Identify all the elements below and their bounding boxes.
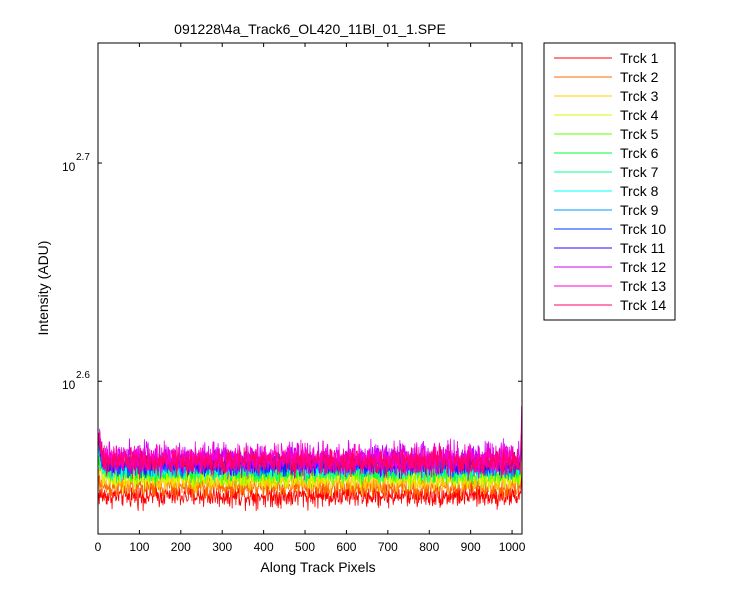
y-axis-label: Intensity (ADU) [35, 241, 51, 336]
y-tick-label-exponent: 2.7 [76, 152, 90, 163]
series-line [98, 416, 523, 480]
x-tick-label: 0 [95, 540, 102, 554]
legend-label: Trck 12 [620, 259, 666, 275]
series-lines [98, 405, 523, 512]
y-tick-label-exponent: 2.6 [76, 370, 90, 381]
legend-label: Trck 1 [620, 50, 659, 66]
x-tick-label: 700 [378, 540, 398, 554]
x-axis-label: Along Track Pixels [260, 559, 375, 575]
legend-label: Trck 7 [620, 164, 659, 180]
legend-label: Trck 11 [620, 240, 665, 256]
legend-label: Trck 13 [620, 278, 666, 294]
legend-label: Trck 5 [620, 126, 659, 142]
plot-frame [97, 42, 523, 535]
x-axis-ticks: 0 100 200 300 400 500 600 700 800 900 1000 [95, 43, 526, 554]
legend: Trck 1 Trck 2 Trck 3 Trck 4 Trck 5 Trck 6 Trck… [543, 42, 676, 321]
legend-label: Trck 14 [620, 297, 666, 313]
x-tick-label: 900 [461, 540, 481, 554]
y-tick-label-base: 10 [62, 378, 76, 392]
chart-title: 091228\4a_Track6_OL420_11Bl_01_1.SPE [174, 21, 446, 37]
x-tick-label: 100 [129, 540, 149, 554]
x-tick-label: 500 [295, 540, 315, 554]
x-tick-label: 200 [171, 540, 191, 554]
x-tick-label: 800 [419, 540, 439, 554]
series-line [98, 436, 523, 492]
legend-box [543, 42, 676, 321]
legend-label: Trck 3 [620, 88, 659, 104]
y-tick-label-base: 10 [62, 160, 76, 174]
legend-label: Trck 8 [620, 183, 659, 199]
legend-label: Trck 2 [620, 69, 659, 85]
x-tick-label: 600 [336, 540, 356, 554]
x-tick-label: 400 [254, 540, 274, 554]
legend-label: Trck 9 [620, 202, 659, 218]
x-tick-label: 300 [212, 540, 232, 554]
legend-label: Trck 6 [620, 145, 659, 161]
legend-label: Trck 10 [620, 221, 666, 237]
series-line [98, 458, 523, 512]
x-tick-label: 1000 [499, 540, 526, 554]
legend-label: Trck 4 [620, 107, 659, 123]
